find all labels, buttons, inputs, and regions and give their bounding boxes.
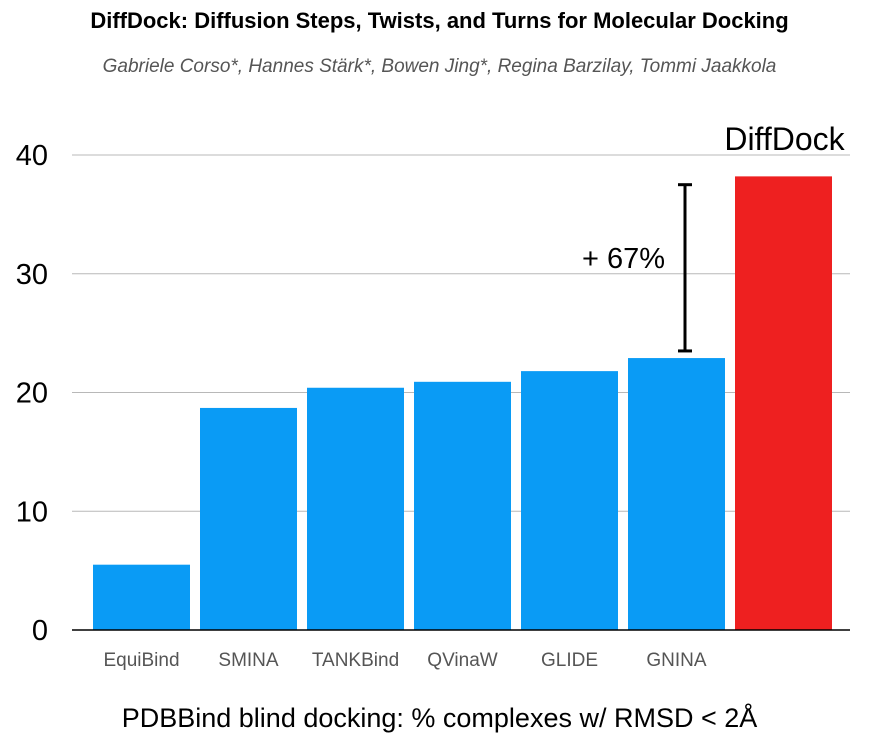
- x-tick-label: TANKBind: [312, 650, 399, 671]
- bar-diffdock: [735, 176, 832, 630]
- bar-tankbind: [307, 387, 404, 630]
- y-tick-label: 10: [16, 496, 48, 528]
- x-tick-label: GNINA: [646, 650, 707, 671]
- highlight-bar-label: DiffDock: [724, 121, 845, 157]
- bar-equibind: [93, 564, 190, 630]
- bar-gnina: [628, 358, 725, 630]
- x-tick-label: QVinaW: [427, 650, 497, 671]
- y-tick-label: 30: [16, 259, 48, 291]
- x-tick-label: SMINA: [218, 650, 279, 671]
- chart-title: DiffDock: Diffusion Steps, Twists, and T…: [90, 8, 789, 33]
- x-tick-label: GLIDE: [541, 650, 598, 671]
- x-axis-label: PDBBind blind docking: % complexes w/ RM…: [121, 703, 758, 733]
- x-tick-label: EquiBind: [103, 650, 179, 671]
- bar-chart: 0 10 20 30 40 EquiBind SMINA TANKBind QVinaW GLID…: [16, 121, 850, 671]
- y-tick-label: 20: [16, 378, 48, 410]
- y-tick-label: 40: [16, 140, 48, 172]
- bar-smina: [200, 407, 297, 630]
- y-tick-label: 0: [32, 615, 48, 647]
- annotation-label: + 67%: [582, 243, 665, 275]
- chart-authors: Gabriele Corso*, Hannes Stärk*, Bowen Ji…: [102, 56, 777, 77]
- bar-qvinaw: [414, 381, 511, 630]
- bar-glide: [521, 371, 618, 630]
